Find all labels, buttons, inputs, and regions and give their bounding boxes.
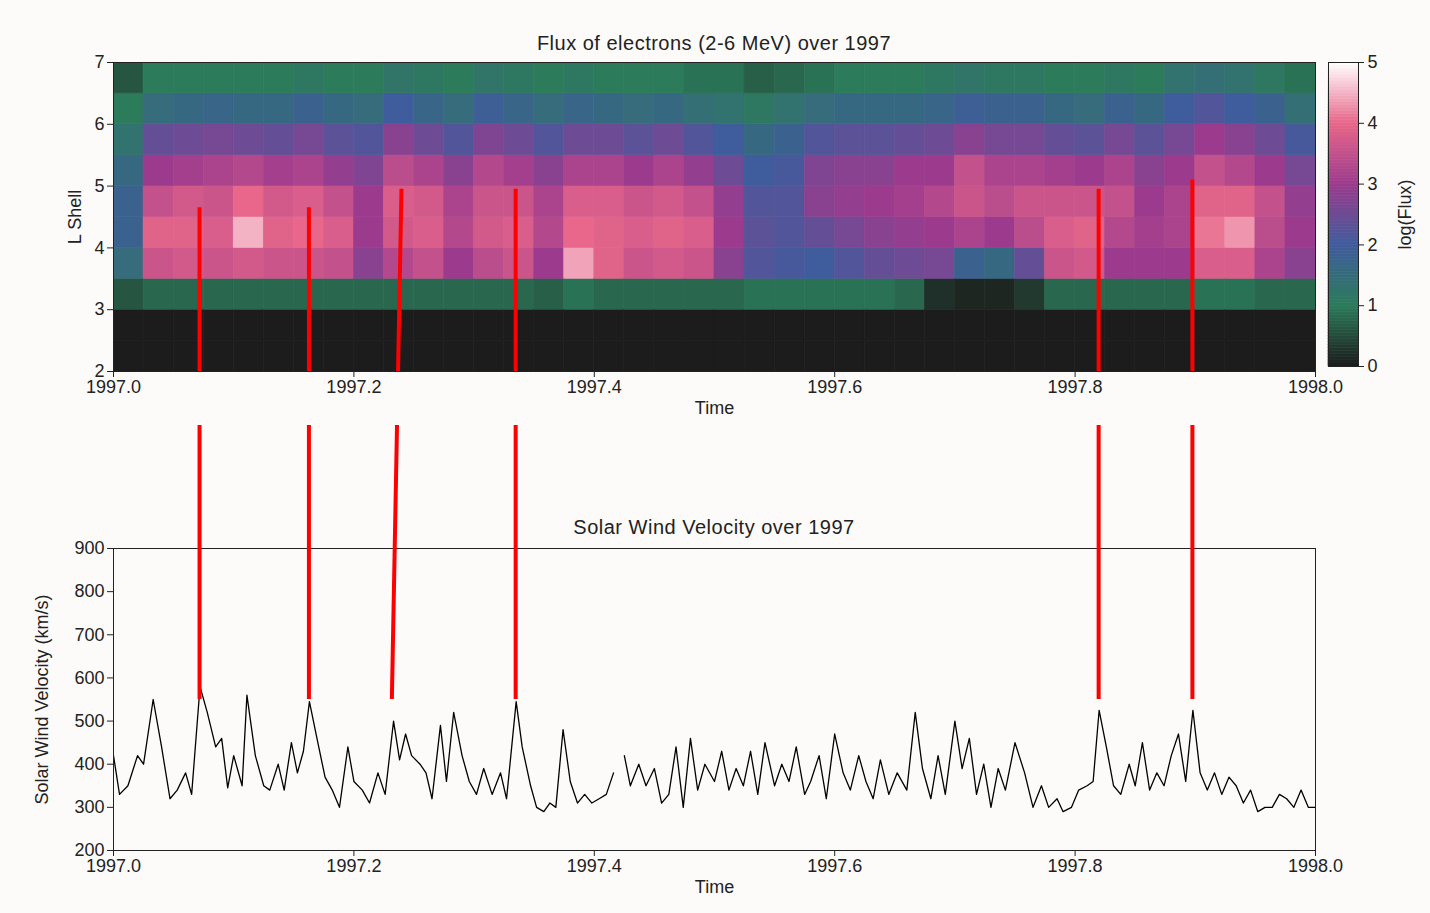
svg-text:L Shell: L Shell bbox=[65, 190, 85, 244]
svg-text:4: 4 bbox=[1368, 113, 1378, 133]
svg-text:1997.2: 1997.2 bbox=[326, 377, 381, 397]
svg-text:1997.0: 1997.0 bbox=[86, 856, 141, 876]
svg-text:500: 500 bbox=[74, 711, 104, 731]
svg-text:log(Flux): log(Flux) bbox=[1395, 179, 1415, 249]
svg-text:2: 2 bbox=[1368, 235, 1378, 255]
svg-text:200: 200 bbox=[74, 840, 105, 861]
svg-text:5: 5 bbox=[94, 176, 104, 196]
svg-text:1997.6: 1997.6 bbox=[807, 856, 862, 876]
svg-text:1997.0: 1997.0 bbox=[86, 377, 141, 397]
svg-text:300: 300 bbox=[74, 797, 104, 817]
svg-text:Solar Wind Velocity (km/s): Solar Wind Velocity (km/s) bbox=[32, 594, 52, 804]
svg-text:1998.0: 1998.0 bbox=[1288, 856, 1343, 876]
svg-text:2: 2 bbox=[94, 361, 105, 382]
svg-text:600: 600 bbox=[74, 668, 104, 688]
html-text:Solar Wind Velocity over 1997: Solar Wind Velocity over 1997 bbox=[573, 516, 855, 538]
svg-text:400: 400 bbox=[74, 754, 104, 774]
svg-text:900: 900 bbox=[74, 538, 104, 558]
html-text:Flux of electrons (2-6 MeV) ov: Flux of electrons (2-6 MeV) over 1997 bbox=[536, 32, 892, 54]
svg-text:Time: Time bbox=[695, 398, 734, 418]
svg-text:6: 6 bbox=[94, 114, 104, 134]
svg-text:1998.0: 1998.0 bbox=[1288, 377, 1343, 397]
svg-text:1997.2: 1997.2 bbox=[326, 856, 381, 876]
svg-text:1997.4: 1997.4 bbox=[567, 856, 622, 876]
svg-text:3: 3 bbox=[1368, 174, 1378, 194]
svg-text:1997.4: 1997.4 bbox=[567, 377, 622, 397]
svg-text:Time: Time bbox=[695, 877, 734, 897]
svg-text:1: 1 bbox=[1368, 295, 1378, 315]
svg-text:7: 7 bbox=[94, 52, 104, 72]
svg-text:3: 3 bbox=[94, 299, 104, 319]
svg-text:4: 4 bbox=[94, 238, 104, 258]
svg-text:0: 0 bbox=[1368, 356, 1378, 376]
svg-text:1997.6: 1997.6 bbox=[807, 377, 862, 397]
svg-text:1997.8: 1997.8 bbox=[1048, 856, 1103, 876]
svg-text:800: 800 bbox=[74, 581, 104, 601]
svg-text:5: 5 bbox=[1368, 52, 1378, 72]
svg-text:1997.8: 1997.8 bbox=[1048, 377, 1103, 397]
svg-text:700: 700 bbox=[74, 625, 104, 645]
